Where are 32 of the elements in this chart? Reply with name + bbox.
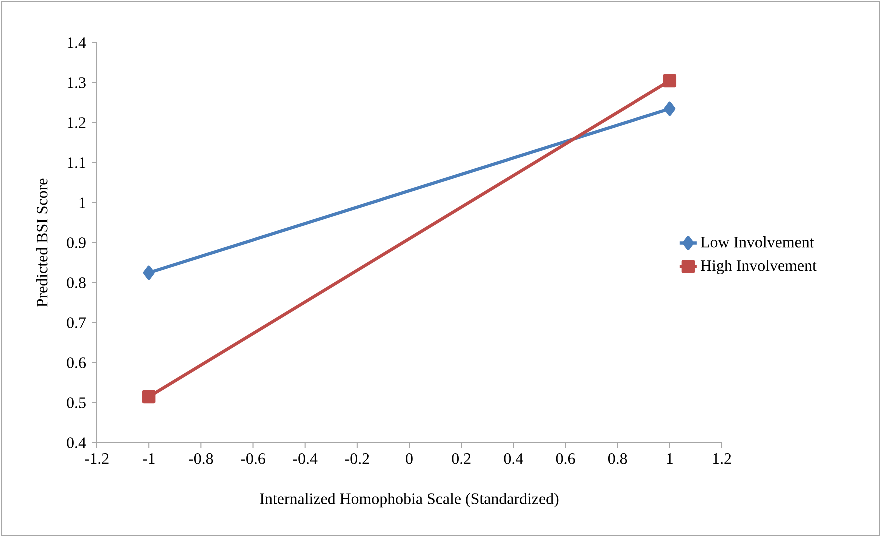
y-tick-label: 0.5: [67, 398, 86, 408]
y-tick-label: 0.9: [67, 238, 86, 248]
y-tick-label: 1.3: [68, 78, 86, 88]
x-tick-label: 0: [406, 454, 413, 464]
x-tick-label: 0.2: [452, 454, 471, 464]
y-tick-label: 1: [80, 198, 86, 208]
x-tick-label: -1: [143, 454, 155, 464]
y-tick-label: 1.1: [68, 158, 86, 168]
x-tick-label: -0.4: [293, 454, 318, 464]
y-tick-label: 0.4: [67, 438, 86, 448]
y-tick-label: 0.6: [67, 358, 86, 368]
x-tick-label: 0.4: [504, 454, 524, 464]
legend-label: Low Involvement: [700, 236, 814, 248]
point: [143, 266, 155, 280]
y-tick-label: 0.7: [67, 318, 86, 328]
x-tick-label: -0.8: [189, 454, 214, 464]
x-tick-label: 0.8: [608, 454, 628, 464]
x-tick-label: 1.2: [713, 454, 732, 464]
point: [663, 74, 677, 88]
point: [664, 102, 676, 116]
y-axis-title: Predicted BSI Score: [36, 178, 48, 308]
x-axis-title: Internalized Homophobia Scale (Standardized): [260, 493, 559, 508]
legend-label: High Involvement: [700, 260, 817, 274]
x-tick-label: 1: [667, 454, 673, 464]
x-tick-label: -0.6: [241, 454, 266, 464]
x-tick-label: -0.2: [345, 454, 370, 464]
y-tick-label: 0.8: [67, 278, 86, 288]
y-tick-label: 1.2: [68, 118, 86, 128]
y-tick-label: 1.4: [68, 38, 86, 48]
x-tick-label: 0.6: [556, 454, 576, 464]
point: [142, 390, 156, 404]
x-tick-label: -1.2: [84, 454, 109, 464]
